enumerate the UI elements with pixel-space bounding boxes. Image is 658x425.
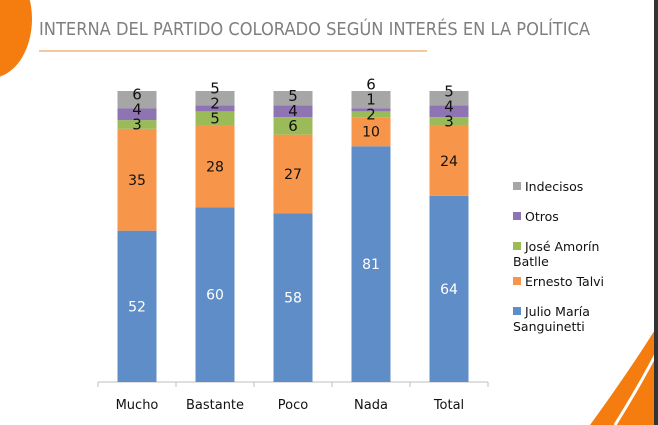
data-label: 35 [128,173,146,189]
bar-segment [429,125,469,196]
data-label: 5 [444,83,454,101]
legend-item: José Amorín Batlle [513,239,603,269]
bar-segment [351,111,391,118]
bar-segment [117,91,157,109]
data-label: 10 [362,125,380,141]
legend-swatch [513,182,521,190]
legend-label: Julio María Sanguinetti [513,304,590,334]
data-label: 27 [284,167,302,183]
data-label: 6 [132,85,142,103]
data-label: 58 [284,291,302,307]
legend-item: Indecisos [513,179,583,194]
bar-segment [351,117,391,147]
data-label: 2 [366,105,376,123]
bar-segment [429,105,469,118]
legend-swatch [513,277,521,285]
bar-segment [351,91,391,109]
legend-swatch [513,307,521,315]
data-label: 64 [440,282,458,298]
data-label: 6 [366,75,376,93]
data-label: 1 [366,90,376,108]
data-label: 24 [440,154,458,170]
bar-segment [273,91,313,106]
bar-segment [117,128,157,231]
data-label: 3 [132,115,142,133]
bar-segment [195,91,235,106]
data-label: 4 [132,100,142,118]
bar-segment [117,120,157,129]
title-underline [39,50,427,52]
bar-segment [429,91,469,106]
legend-swatch [513,242,521,250]
bar-segment [429,195,469,382]
data-label: 60 [206,288,224,304]
bar-segment [273,117,313,135]
bar-segment [195,105,235,112]
bar-segment [117,108,157,121]
bar-segment [429,117,469,126]
category-label: Mucho [116,398,159,413]
legend-label: José Amorín Batlle [513,239,600,269]
data-label: 5 [210,110,220,128]
bar-segment [351,146,391,382]
bar-segment [195,111,235,126]
bar-segment [351,108,391,112]
legend-label: Indecisos [525,179,584,194]
bar-segment [117,230,157,382]
data-label: 28 [206,160,224,176]
bar-segment [273,213,313,382]
legend-label: Ernesto Talvi [525,274,605,289]
legend-swatch [513,212,521,220]
category-label: Bastante [186,398,244,413]
orange-swoosh-decoration [590,325,658,425]
data-label: 2 [210,95,220,113]
data-label: 81 [362,257,380,273]
chart-title: INTERNA DEL PARTIDO COLORADO SEGÚN INTER… [39,20,590,40]
category-label: Poco [278,398,308,413]
data-label: 4 [444,98,454,116]
data-label: 52 [128,299,146,315]
category-label: Nada [354,398,388,413]
bar-segment [195,207,235,382]
data-label: 6 [288,117,298,135]
bar-segment [195,125,235,208]
legend-label: Otros [525,209,559,224]
bar-segment [273,134,313,214]
data-label: 4 [288,102,298,120]
data-label: 3 [444,113,454,131]
legend-item: Ernesto Talvi [513,274,604,289]
legend-item: Julio María Sanguinetti [513,304,603,334]
category-label: Total [433,398,464,413]
data-label: 5 [210,80,220,98]
bar-segment [273,105,313,118]
right-border [654,0,658,425]
data-label: 5 [288,87,298,105]
legend-item: Otros [513,209,559,224]
